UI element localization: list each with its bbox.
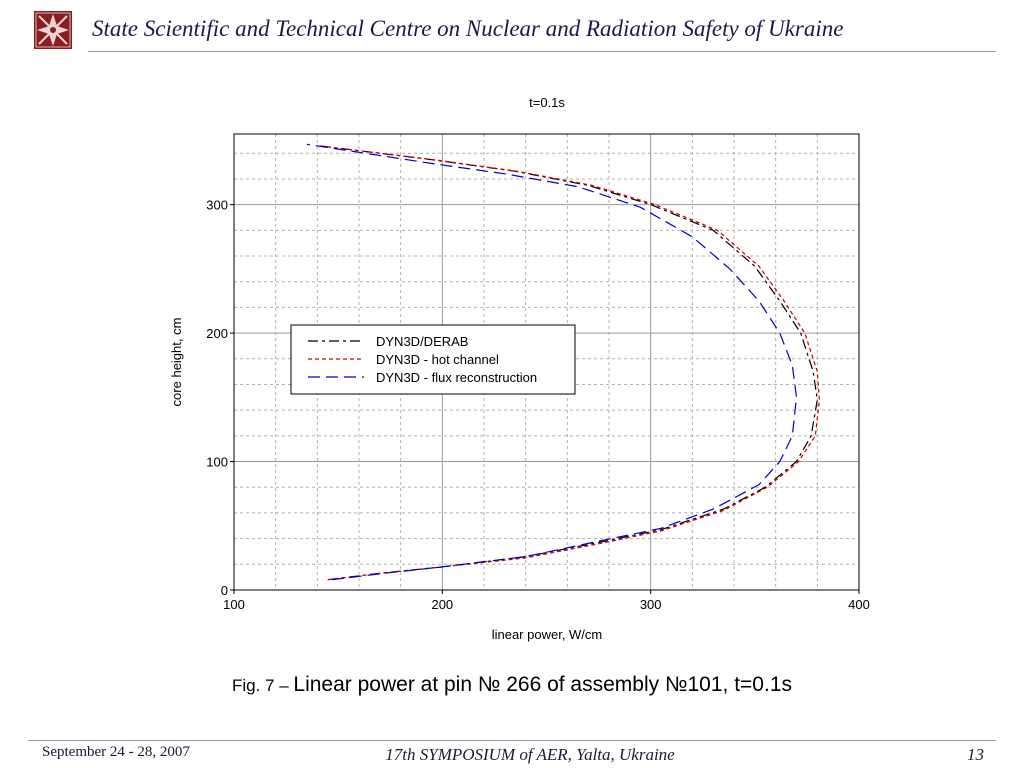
chart-title: t=0.1s xyxy=(529,95,565,110)
x-tick-label: 300 xyxy=(640,597,662,612)
x-tick-label: 400 xyxy=(848,597,870,612)
legend-label: DYN3D - flux reconstruction xyxy=(376,370,537,385)
header-rule xyxy=(88,51,996,52)
y-tick-label: 200 xyxy=(206,326,228,341)
legend-items: DYN3D/DERAB DYN3D - hot channel DYN3D - fl… xyxy=(308,334,537,385)
plot-frame xyxy=(233,133,860,591)
legend: DYN3D/DERAB DYN3D - hot channel DYN3D - fl… xyxy=(290,324,576,395)
figure-caption: Fig. 7 – Linear power at pin № 266 of as… xyxy=(0,673,1024,697)
x-tick-label: 100 xyxy=(223,597,245,612)
legend-label: DYN3D/DERAB xyxy=(376,334,468,349)
series-line-2 xyxy=(317,145,821,581)
y-tick-label: 300 xyxy=(206,198,228,213)
footer-date: September 24 - 28, 2007 xyxy=(42,744,190,760)
footer-symposium: 17th SYMPOSIUM of AER, Yalta, Ukraine xyxy=(385,745,675,764)
x-axis-label: linear power, W/cm xyxy=(492,627,603,642)
header-title: State Scientific and Technical Centre on… xyxy=(92,16,844,41)
legend-box xyxy=(290,324,576,395)
series-line-3 xyxy=(306,143,798,581)
y-axis-label: core height, cm xyxy=(169,318,184,407)
y-tick-label: 100 xyxy=(206,455,228,470)
ornament-logo-icon xyxy=(34,11,72,49)
caption-fig-label: Fig. 7 – xyxy=(231,676,294,695)
y-tick-label: 0 xyxy=(221,583,228,598)
footer-rule xyxy=(28,740,996,741)
series-lines xyxy=(306,143,821,581)
page-number: 13 xyxy=(967,745,984,764)
x-tick-label: 200 xyxy=(431,597,453,612)
legend-label: DYN3D - hot channel xyxy=(376,352,499,367)
caption-text: Linear power at pin № 266 of assembly №1… xyxy=(293,673,792,696)
